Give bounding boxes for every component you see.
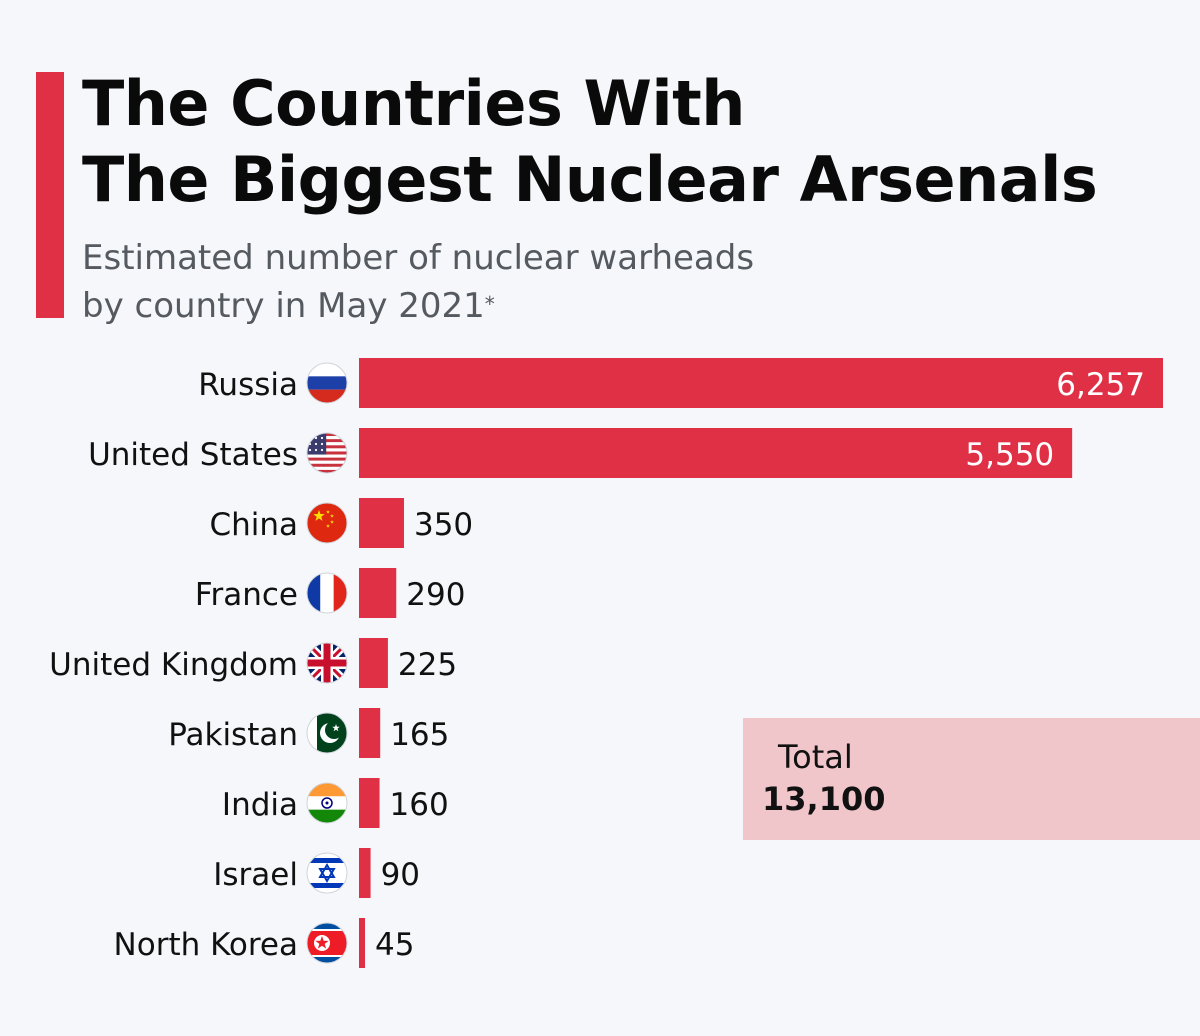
category-label-india: India (222, 787, 298, 823)
bar-united-kingdom (359, 638, 388, 688)
subtitle-footnote-mark: * (484, 292, 495, 316)
bar-india (359, 778, 380, 828)
value-label-pakistan: 165 (390, 717, 449, 753)
north-korea-flag-icon (306, 922, 348, 964)
category-label-france: France (195, 577, 298, 613)
category-label-united-kingdom: United Kingdom (49, 647, 298, 683)
value-label-russia: 6,257 (1056, 367, 1145, 403)
category-label-china: China (209, 507, 298, 543)
value-label-china: 350 (414, 507, 473, 543)
bar-china (359, 498, 404, 548)
category-label-north-korea: North Korea (114, 927, 298, 963)
total-box (743, 718, 1200, 840)
russia-flag-icon (306, 362, 348, 404)
value-label-united-kingdom: 225 (398, 647, 457, 683)
category-label-israel: Israel (213, 857, 298, 893)
bar-russia (359, 358, 1163, 408)
bar-pakistan (359, 708, 381, 758)
total-value: 13,100 (762, 780, 886, 818)
pakistan-flag-icon (306, 712, 348, 754)
india-flag-icon (306, 782, 348, 824)
bar-north-korea (359, 918, 365, 968)
subtitle-line-2: by country in May 2021* (82, 286, 495, 326)
title-line-2: The Biggest Nuclear Arsenals (82, 143, 1098, 216)
china-flag-icon (306, 502, 348, 544)
category-label-russia: Russia (198, 367, 298, 403)
total-label: Total (778, 738, 853, 776)
category-label-pakistan: Pakistan (168, 717, 298, 753)
value-label-united-states: 5,550 (965, 437, 1054, 473)
category-label-united-states: United States (88, 437, 298, 473)
page-title: The Countries With The Biggest Nuclear A… (82, 66, 1098, 218)
value-label-france: 290 (406, 577, 465, 613)
france-flag-icon (306, 572, 348, 614)
israel-flag-icon (306, 852, 348, 894)
value-label-israel: 90 (381, 857, 420, 893)
title-line-1: The Countries With (82, 67, 745, 140)
value-label-north-korea: 45 (375, 927, 414, 963)
value-label-india: 160 (390, 787, 449, 823)
bar-israel (359, 848, 371, 898)
bar-united-states (359, 428, 1073, 478)
accent-bar (36, 72, 64, 318)
bar-france (359, 568, 397, 618)
uk-flag-icon (306, 642, 348, 684)
usa-flag-icon (306, 432, 348, 474)
subtitle: Estimated number of nuclear warheads by … (82, 234, 754, 330)
subtitle-line-1: Estimated number of nuclear warheads (82, 238, 755, 278)
